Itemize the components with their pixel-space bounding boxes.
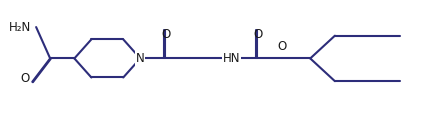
Text: N: N <box>136 52 144 65</box>
Text: O: O <box>253 28 263 41</box>
Text: O: O <box>20 72 29 85</box>
Text: O: O <box>162 28 171 41</box>
Text: HN: HN <box>223 52 241 65</box>
Text: O: O <box>277 40 286 53</box>
Text: H₂N: H₂N <box>9 21 31 34</box>
